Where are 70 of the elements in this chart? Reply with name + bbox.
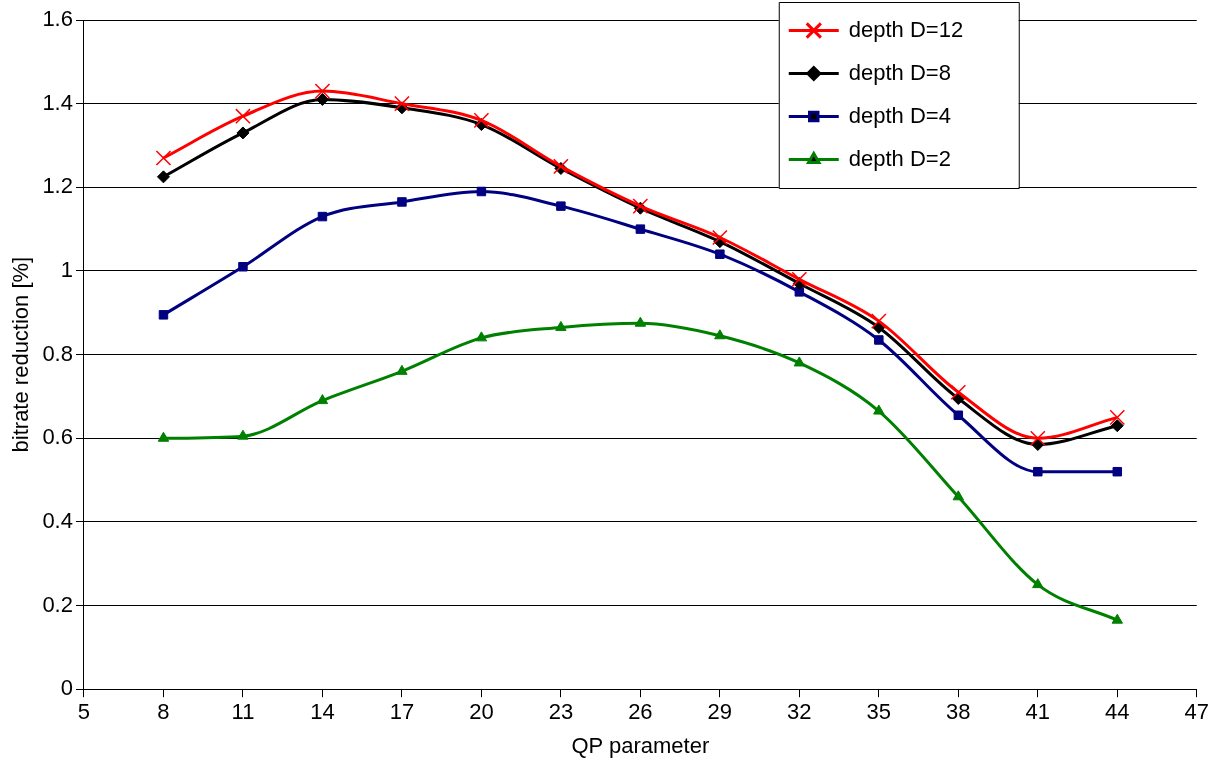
- legend-label: depth D=8: [848, 59, 951, 85]
- point: [157, 431, 170, 442]
- x-tick-label: 38: [946, 699, 971, 725]
- point: [236, 126, 250, 140]
- x-tick-label: 14: [310, 699, 335, 725]
- point: [315, 92, 329, 106]
- x-tick-label: 8: [157, 699, 170, 725]
- point: [952, 490, 965, 501]
- point: [1111, 613, 1123, 624]
- point: [871, 313, 887, 329]
- x-tick-label: 23: [548, 699, 574, 725]
- point: [635, 224, 646, 234]
- y-tick-label: 1: [60, 257, 73, 283]
- y-tick-label: 0.6: [42, 424, 73, 450]
- x-tick-label: 41: [1025, 699, 1051, 725]
- point: [950, 384, 967, 401]
- y-axis-title: bitrate reduction [%]: [8, 256, 34, 453]
- x-tick-label: 20: [469, 699, 494, 725]
- point: [1032, 578, 1044, 589]
- point: [556, 201, 566, 211]
- point: [1109, 409, 1126, 426]
- point: [155, 150, 172, 166]
- point: [714, 329, 726, 340]
- y-tick-label: 0.4: [42, 507, 73, 533]
- point: [473, 112, 490, 129]
- point: [712, 229, 728, 246]
- point: [874, 335, 884, 345]
- point: [715, 249, 725, 259]
- y-tick-label: 1.4: [42, 89, 73, 115]
- legend-label: depth D=4: [848, 102, 951, 128]
- y-tick-label: 0.8: [42, 340, 73, 366]
- point: [555, 320, 567, 331]
- legend-label: depth D=2: [848, 145, 951, 171]
- x-tick-label: 29: [707, 699, 733, 725]
- x-tick-label: 5: [77, 699, 91, 725]
- point: [1110, 419, 1124, 433]
- point: [794, 287, 805, 297]
- y-tick-label: 1.2: [42, 173, 73, 199]
- point: [314, 83, 331, 99]
- x-tick-label: 47: [1184, 699, 1210, 725]
- point: [397, 197, 407, 207]
- x-axis-title: QP parameter: [571, 732, 710, 758]
- point: [953, 410, 964, 420]
- point: [1029, 430, 1046, 447]
- point: [634, 316, 647, 327]
- y-tick-label: 0: [60, 675, 73, 701]
- point: [317, 211, 328, 222]
- x-tick-label: 11: [231, 699, 255, 725]
- x-tick-label: 17: [389, 699, 415, 725]
- point: [237, 429, 249, 440]
- x-tick-label: 32: [787, 699, 812, 725]
- point: [475, 331, 488, 342]
- point: [316, 394, 329, 405]
- point: [158, 310, 169, 320]
- point: [238, 262, 248, 272]
- point: [791, 271, 808, 288]
- y-tick-label: 0.2: [42, 591, 73, 617]
- point: [476, 186, 487, 197]
- point: [1033, 466, 1043, 477]
- point: [396, 364, 408, 375]
- x-tick-label: 44: [1105, 699, 1130, 725]
- x-tick-label: 26: [628, 699, 653, 725]
- y-tick-label: 1.6: [42, 6, 73, 32]
- x-tick-label: 35: [866, 699, 892, 725]
- legend-label: depth D=12: [848, 16, 964, 42]
- point: [235, 108, 251, 125]
- point: [1112, 466, 1123, 477]
- point: [394, 95, 410, 112]
- point: [873, 404, 885, 415]
- point: [156, 170, 170, 184]
